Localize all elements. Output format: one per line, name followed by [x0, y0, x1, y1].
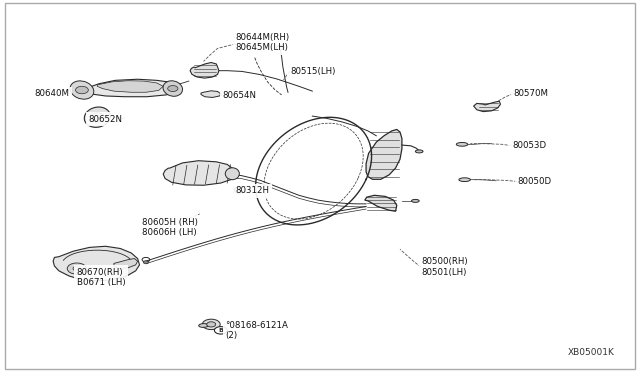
Circle shape	[73, 266, 81, 271]
Text: 80050D: 80050D	[517, 177, 551, 186]
Circle shape	[207, 322, 216, 327]
Circle shape	[90, 113, 105, 122]
Polygon shape	[114, 259, 138, 269]
Polygon shape	[97, 81, 163, 92]
Text: 80644M(RH)
80645M(LH): 80644M(RH) 80645M(LH)	[236, 33, 290, 52]
Ellipse shape	[84, 107, 110, 127]
Ellipse shape	[70, 81, 94, 99]
Text: XB05001K: XB05001K	[568, 348, 614, 357]
Polygon shape	[474, 101, 500, 112]
Circle shape	[67, 263, 86, 274]
Circle shape	[76, 86, 88, 94]
Text: 80570M: 80570M	[513, 89, 548, 98]
Text: 80652N: 80652N	[88, 115, 122, 124]
Text: 80312H: 80312H	[236, 186, 269, 195]
Ellipse shape	[225, 168, 239, 180]
Ellipse shape	[415, 150, 423, 153]
Polygon shape	[190, 62, 219, 78]
Circle shape	[202, 319, 220, 330]
Polygon shape	[163, 161, 236, 185]
Circle shape	[143, 261, 148, 264]
Ellipse shape	[412, 199, 419, 202]
Ellipse shape	[163, 81, 182, 96]
Text: 80515(LH): 80515(LH)	[290, 67, 335, 76]
Polygon shape	[78, 79, 179, 97]
Ellipse shape	[456, 142, 468, 146]
Polygon shape	[366, 129, 402, 179]
Text: 80670(RH)
B0671 (LH): 80670(RH) B0671 (LH)	[77, 268, 125, 287]
Text: 80500(RH)
80501(LH): 80500(RH) 80501(LH)	[421, 257, 468, 277]
Text: 80640M: 80640M	[34, 89, 69, 98]
Circle shape	[214, 327, 227, 334]
Text: B: B	[218, 328, 223, 333]
Text: 80605H (RH)
80606H (LH): 80605H (RH) 80606H (LH)	[142, 218, 198, 237]
Ellipse shape	[459, 178, 470, 182]
Text: °08168-6121A
(2): °08168-6121A (2)	[225, 321, 288, 340]
Text: 80654N: 80654N	[223, 91, 257, 100]
Polygon shape	[201, 91, 221, 97]
Polygon shape	[365, 195, 397, 211]
Polygon shape	[234, 187, 246, 193]
Polygon shape	[53, 246, 140, 281]
Circle shape	[168, 86, 178, 92]
Ellipse shape	[199, 324, 208, 327]
Text: 80053D: 80053D	[512, 141, 546, 150]
